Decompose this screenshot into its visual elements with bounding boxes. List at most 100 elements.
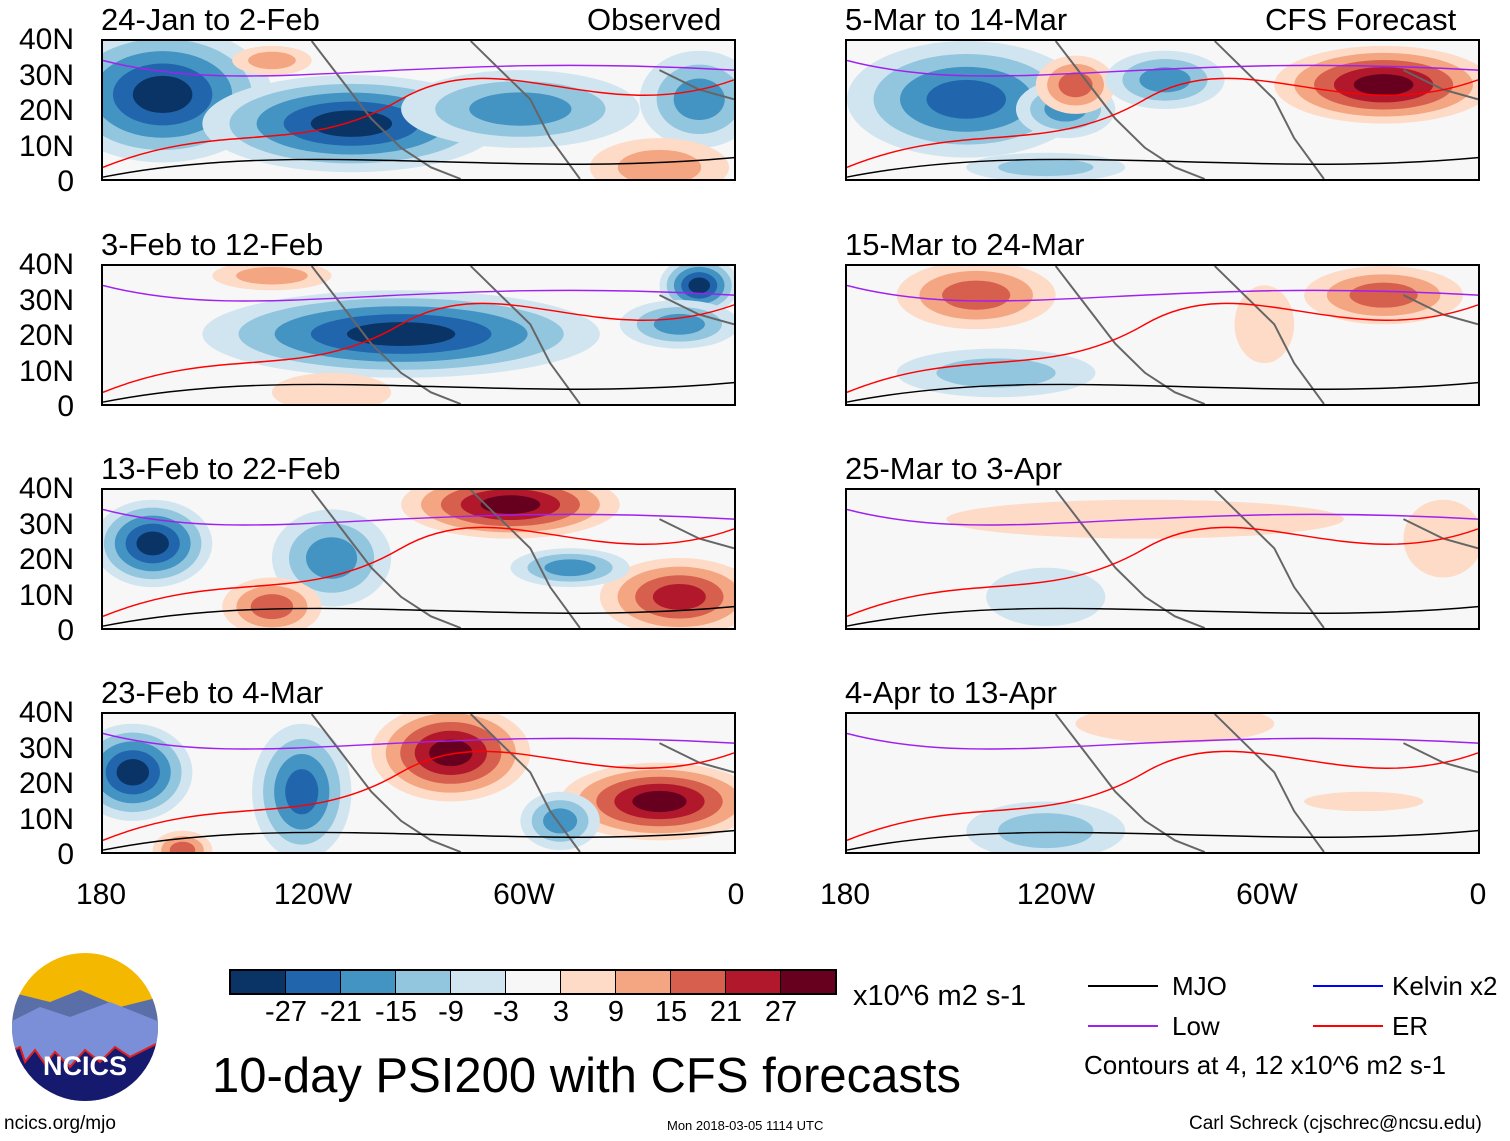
shading-contour — [653, 313, 705, 335]
shading-contour — [673, 78, 725, 121]
legend-low: Low — [1172, 1011, 1220, 1041]
y-tick-label: 10N — [18, 354, 74, 388]
colorbar-label: -21 — [320, 996, 362, 1028]
wave-contour — [103, 829, 734, 851]
x-tick-label: 60W — [1236, 878, 1298, 911]
shading-contour — [1058, 72, 1093, 98]
shading-contour — [652, 583, 706, 610]
y-tick-label: 30N — [18, 731, 74, 765]
y-tick-label: 10N — [18, 129, 74, 163]
svg-text:NCICS: NCICS — [43, 1051, 127, 1081]
shading-contour — [926, 79, 1006, 119]
shading-contour — [617, 149, 702, 179]
forecast-label: CFS Forecast — [1265, 2, 1457, 37]
wave-contour — [847, 77, 1478, 169]
shading-contour — [986, 567, 1106, 627]
colorbar-label: 9 — [607, 996, 625, 1028]
ncics-logo: NCICS — [12, 953, 158, 1101]
wave-contour — [847, 526, 1478, 618]
shading-contour — [942, 280, 1011, 310]
y-tick-label: 0 — [57, 614, 74, 647]
shading-contour — [132, 75, 193, 114]
shading-contour — [248, 51, 296, 70]
footer-timestamp: Mon 2018-03-05 1114 UTC — [667, 1118, 824, 1133]
y-tick-label: 20N — [18, 543, 74, 576]
shading-contour — [236, 266, 308, 285]
y-tick-label: 20N — [18, 319, 74, 352]
panel-title: 24-Jan to 2-Feb — [101, 2, 320, 37]
wave-contour — [103, 59, 734, 77]
legend-mjo: MJO — [1172, 971, 1227, 1001]
wave-contour — [847, 508, 1478, 526]
wave-contour — [847, 284, 1478, 302]
x-tick-label: 0 — [727, 878, 745, 911]
colorbar-swatch — [726, 971, 781, 993]
x-tick-label: 120W — [1016, 878, 1096, 911]
shading-contour — [543, 808, 578, 834]
shading-contour — [998, 158, 1094, 177]
y-tick-label: 10N — [18, 802, 74, 836]
legend-line-er — [1313, 1025, 1383, 1027]
wave-contour — [103, 156, 734, 178]
panel-title: 5-Mar to 14-Mar — [845, 2, 1068, 37]
panel-title: 13-Feb to 22-Feb — [101, 451, 341, 486]
wave-contour — [847, 750, 1478, 842]
y-tick-label: 40N — [18, 248, 74, 281]
y-tick-label: 0 — [57, 165, 74, 198]
colorbar-swatch — [341, 971, 396, 993]
wave-contour — [847, 605, 1478, 627]
shading-contour — [116, 759, 150, 786]
x-tick-label: 0 — [1469, 878, 1487, 911]
wave-contour — [103, 750, 734, 842]
panel-title: 3-Feb to 12-Feb — [101, 227, 324, 262]
y-tick-label: 20N — [18, 767, 74, 800]
colorbar-swatch — [231, 971, 286, 993]
wave-contour — [103, 77, 734, 169]
colorbar — [229, 969, 837, 995]
figure-title: 10-day PSI200 with CFS forecasts — [212, 1049, 961, 1103]
wave-contour — [103, 732, 734, 750]
wave-contour — [103, 381, 734, 403]
y-tick-label: 30N — [18, 283, 74, 317]
x-tick-label: 60W — [493, 878, 555, 911]
legend-line-mjo — [1088, 985, 1158, 987]
colorbar-label: 15 — [654, 996, 688, 1028]
contours-note: Contours at 4, 12 x10^6 m2 s-1 — [1084, 1050, 1446, 1080]
wave-contour — [847, 732, 1478, 750]
shading-contour — [285, 769, 319, 815]
shading-contour — [688, 277, 711, 294]
shading-contour — [1234, 285, 1295, 364]
map-panel-left-3 — [101, 712, 736, 854]
y-tick-label: 30N — [18, 58, 74, 92]
wave-contour — [847, 829, 1478, 851]
map-panel-right-1 — [845, 264, 1480, 406]
shading-contour — [271, 372, 392, 404]
colorbar-swatch — [561, 971, 616, 993]
x-tick-label: 180 — [819, 878, 871, 911]
legend-er: ER — [1392, 1011, 1429, 1041]
wave-contour — [847, 156, 1478, 178]
wave-contour — [103, 284, 734, 302]
shading-contour — [469, 92, 572, 126]
wave-contour — [847, 302, 1478, 394]
shading-contour — [544, 559, 596, 577]
colorbar-label: -27 — [265, 996, 307, 1028]
colorbar-label: 21 — [709, 996, 743, 1028]
shading-contour — [1353, 74, 1414, 96]
colorbar-swatch — [396, 971, 451, 993]
map-panel-left-0 — [101, 39, 736, 181]
footer-url[interactable]: ncics.org/mjo — [4, 1113, 116, 1134]
colorbar-swatch — [451, 971, 506, 993]
y-tick-label: 0 — [57, 838, 74, 871]
shading-contour — [632, 790, 687, 813]
colorbar-swatch — [286, 971, 341, 993]
y-tick-label: 40N — [18, 472, 74, 505]
wave-contour — [847, 59, 1478, 77]
legend-line-low — [1088, 1025, 1158, 1027]
shading-contour — [169, 841, 196, 852]
panel-title: 4-Apr to 13-Apr — [845, 675, 1057, 710]
footer-author: Carl Schreck (cjschrec@ncsu.edu) — [1189, 1113, 1482, 1134]
y-tick-label: 10N — [18, 578, 74, 612]
y-tick-label: 40N — [18, 23, 74, 56]
observed-label: Observed — [587, 2, 722, 37]
